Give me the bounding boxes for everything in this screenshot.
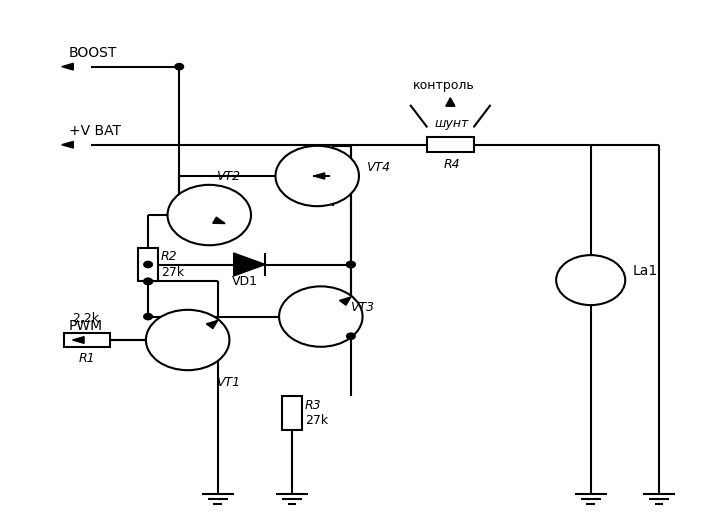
Circle shape [144, 278, 152, 285]
Polygon shape [446, 98, 455, 106]
Text: 27k: 27k [305, 414, 328, 427]
Circle shape [556, 255, 625, 305]
Circle shape [347, 261, 355, 268]
Polygon shape [73, 336, 84, 343]
Polygon shape [62, 141, 74, 148]
Text: +V BAT: +V BAT [69, 124, 121, 139]
Circle shape [144, 314, 152, 320]
Polygon shape [206, 321, 218, 329]
Text: PWM: PWM [69, 318, 103, 333]
Circle shape [167, 185, 251, 245]
Text: R4: R4 [443, 158, 460, 171]
Text: 2,2k: 2,2k [73, 312, 100, 325]
Bar [63, 333, 111, 347]
Circle shape [279, 286, 363, 347]
Bar [427, 138, 474, 152]
Text: VT1: VT1 [216, 376, 240, 389]
Circle shape [144, 278, 152, 285]
Circle shape [144, 261, 152, 268]
Text: 27k: 27k [161, 266, 184, 279]
Text: BOOST: BOOST [69, 46, 117, 60]
Polygon shape [62, 63, 74, 70]
Text: VT2: VT2 [216, 170, 240, 183]
Circle shape [175, 63, 183, 70]
Circle shape [347, 333, 355, 339]
Polygon shape [339, 297, 351, 305]
Text: R3: R3 [305, 399, 322, 412]
Text: контроль: контроль [413, 78, 475, 92]
Polygon shape [234, 253, 265, 276]
Text: La1: La1 [633, 264, 657, 278]
Text: R1: R1 [79, 352, 95, 365]
Text: R2: R2 [161, 250, 178, 263]
Polygon shape [213, 217, 225, 223]
Bar [138, 248, 158, 281]
Text: VT4: VT4 [366, 161, 390, 174]
Circle shape [146, 310, 229, 370]
Bar [282, 396, 302, 430]
Text: VT3: VT3 [349, 302, 373, 314]
Polygon shape [314, 173, 325, 179]
Circle shape [347, 261, 355, 268]
Circle shape [275, 146, 359, 206]
Text: VD1: VD1 [232, 275, 258, 288]
Text: шунт: шунт [435, 116, 469, 130]
